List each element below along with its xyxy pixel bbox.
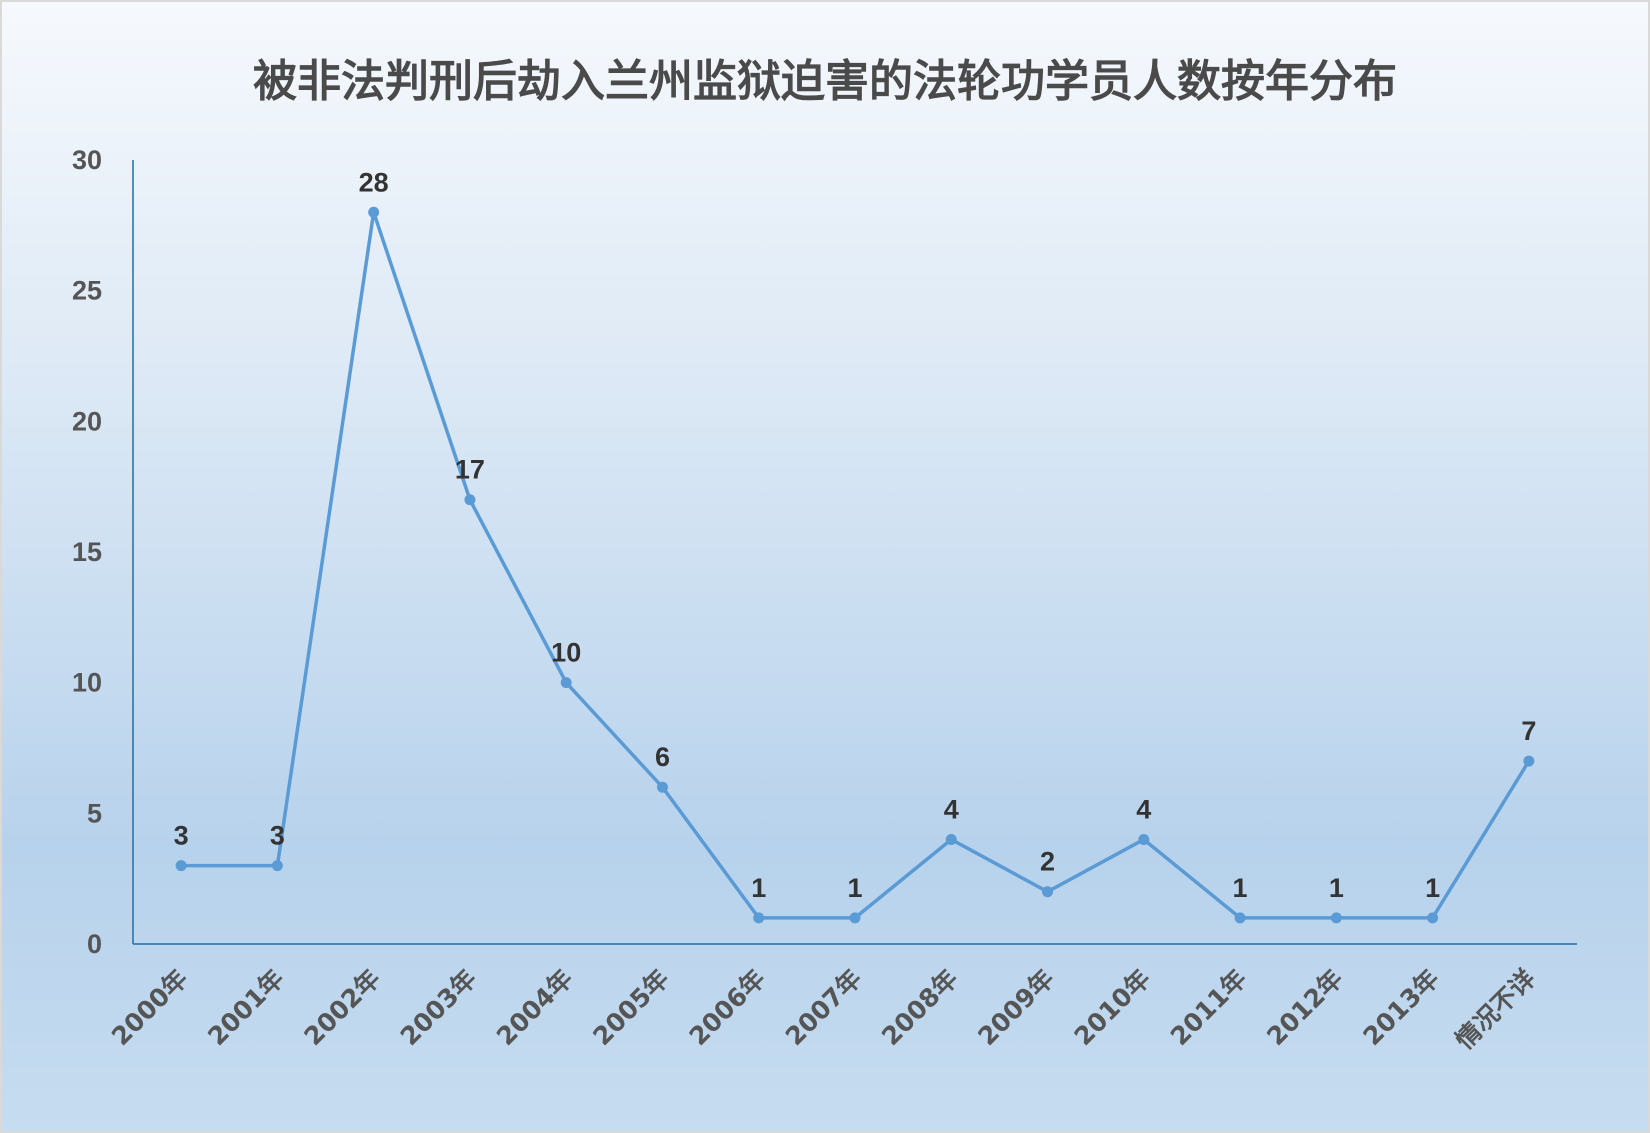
data-point xyxy=(656,781,668,793)
data-label: 10 xyxy=(551,638,581,668)
data-label: 28 xyxy=(359,167,389,197)
x-tick-label: 情况不详 xyxy=(1450,964,1541,1055)
series-line xyxy=(181,210,1531,920)
x-tick-label: 2004年 xyxy=(491,964,578,1051)
data-point xyxy=(464,494,476,506)
y-tick-label: 5 xyxy=(87,798,102,828)
chart-title: 被非法判刑后劫入兰州监狱迫害的法轮功学员人数按年分布 xyxy=(253,56,1397,107)
x-tick-label: 2005年 xyxy=(587,964,674,1051)
x-tick-label: 2009年 xyxy=(972,964,1059,1051)
x-tick-label: 2010年 xyxy=(1069,964,1156,1051)
data-label: 3 xyxy=(174,821,189,851)
y-tick-label: 30 xyxy=(72,145,102,175)
data-label: 7 xyxy=(1521,716,1536,746)
data-point xyxy=(1523,755,1535,767)
data-point xyxy=(945,833,957,845)
x-tick-label: 2000年 xyxy=(106,964,193,1051)
data-point xyxy=(175,860,187,872)
data-label: 1 xyxy=(1329,873,1344,903)
data-point xyxy=(753,912,765,924)
x-tick-label: 2011年 xyxy=(1165,964,1252,1051)
y-tick-label: 15 xyxy=(72,537,102,567)
x-tick-label: 2003年 xyxy=(395,964,482,1051)
data-point xyxy=(1042,886,1054,898)
y-tick-label: 0 xyxy=(87,929,102,959)
data-label: 3 xyxy=(270,821,285,851)
data-point xyxy=(1234,912,1246,924)
data-label: 1 xyxy=(847,873,862,903)
y-tick-label: 20 xyxy=(72,406,102,436)
data-point xyxy=(1427,912,1439,924)
x-tick-label: 2006年 xyxy=(684,964,771,1051)
x-tick-label: 2008年 xyxy=(876,964,963,1051)
data-point xyxy=(849,912,861,924)
data-label: 1 xyxy=(751,873,766,903)
data-point xyxy=(1138,833,1150,845)
data-label: 1 xyxy=(1425,873,1440,903)
data-label: 1 xyxy=(1233,873,1248,903)
data-label: 4 xyxy=(1136,794,1151,824)
x-tick-label: 2002年 xyxy=(299,964,386,1051)
data-point xyxy=(560,677,572,689)
data-label: 4 xyxy=(944,794,959,824)
y-tick-label: 25 xyxy=(72,276,102,306)
data-point xyxy=(368,206,380,218)
x-tick-label: 2001年 xyxy=(202,964,289,1051)
x-tick-label: 2013年 xyxy=(1357,964,1444,1051)
data-label: 6 xyxy=(655,742,670,772)
x-tick-label: 2012年 xyxy=(1261,964,1348,1051)
data-point xyxy=(1330,912,1342,924)
x-tick-label: 2007年 xyxy=(780,964,867,1051)
y-tick-label: 10 xyxy=(72,668,102,698)
data-label: 17 xyxy=(455,455,485,485)
data-label: 2 xyxy=(1040,847,1055,877)
data-point xyxy=(271,860,283,872)
